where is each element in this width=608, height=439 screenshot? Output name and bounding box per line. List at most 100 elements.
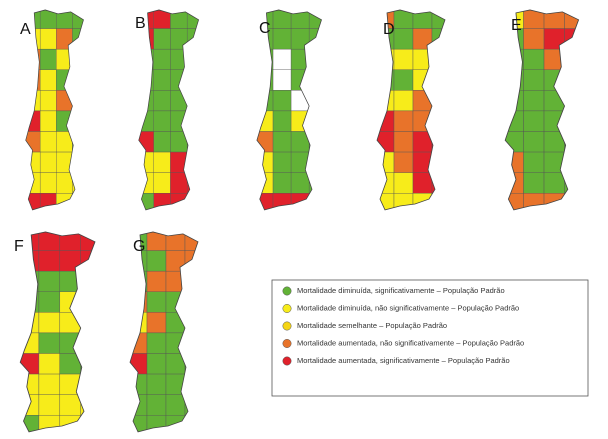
panel-label: E — [511, 17, 522, 34]
map-regions — [138, 9, 199, 210]
region — [543, 28, 565, 50]
region — [20, 394, 40, 416]
region — [523, 28, 545, 50]
region — [72, 131, 84, 153]
region — [184, 312, 198, 334]
region — [308, 193, 322, 210]
region — [377, 110, 395, 132]
region — [153, 69, 171, 91]
region — [38, 250, 61, 272]
region — [165, 353, 186, 375]
region — [308, 151, 322, 173]
region — [256, 172, 274, 194]
region — [431, 151, 445, 173]
panel-label: B — [135, 15, 146, 32]
region — [20, 312, 40, 334]
region — [39, 193, 57, 210]
region — [138, 90, 154, 112]
map — [138, 9, 200, 211]
region — [146, 312, 167, 334]
map-regions — [377, 9, 445, 210]
region — [272, 48, 292, 70]
map — [256, 9, 322, 211]
region — [431, 69, 445, 91]
region — [186, 151, 199, 173]
region — [153, 131, 171, 153]
region — [146, 415, 167, 432]
region — [165, 231, 186, 251]
region — [505, 90, 524, 112]
legend-label: Mortalidade diminuída, significativament… — [297, 286, 505, 295]
region — [153, 172, 171, 194]
region — [130, 394, 148, 416]
region — [38, 332, 61, 354]
region — [272, 90, 292, 112]
region — [184, 270, 198, 292]
region — [38, 373, 61, 395]
map — [376, 9, 446, 211]
region — [59, 231, 81, 251]
region — [25, 90, 41, 112]
region — [290, 172, 310, 194]
region — [72, 110, 84, 132]
region — [564, 151, 579, 173]
region — [130, 332, 148, 354]
map-outline — [376, 9, 446, 211]
region — [20, 415, 40, 432]
region — [393, 193, 414, 210]
region — [39, 48, 57, 70]
map-regions — [20, 231, 96, 432]
region — [523, 48, 545, 70]
region — [130, 312, 148, 334]
region — [377, 90, 395, 112]
region — [256, 90, 274, 112]
panel-label: A — [20, 21, 31, 38]
region — [308, 28, 322, 50]
region — [56, 172, 73, 194]
region — [38, 353, 61, 375]
region — [146, 250, 167, 272]
legend-swatch — [282, 304, 292, 313]
region — [56, 9, 73, 29]
region — [431, 193, 445, 210]
region — [290, 28, 310, 50]
region — [184, 353, 198, 375]
region — [272, 172, 292, 194]
region — [393, 90, 414, 112]
region — [153, 28, 171, 50]
region — [564, 48, 579, 70]
region — [308, 48, 322, 70]
region — [153, 90, 171, 112]
region — [39, 90, 57, 112]
region — [39, 151, 57, 173]
map-outline — [138, 9, 200, 211]
region — [165, 394, 186, 416]
region — [256, 193, 274, 210]
map — [504, 9, 580, 211]
region — [38, 291, 61, 313]
region — [272, 193, 292, 210]
region — [393, 28, 414, 50]
region — [377, 172, 395, 194]
region — [393, 131, 414, 153]
region — [38, 394, 61, 416]
region — [186, 28, 199, 50]
region — [412, 172, 433, 194]
legend-label: Mortalidade aumentada, significativament… — [297, 356, 510, 365]
region — [184, 415, 198, 432]
panel-label: D — [383, 21, 395, 38]
legend-swatch — [282, 321, 292, 331]
region — [186, 110, 199, 132]
region — [256, 110, 274, 132]
legend-label: Mortalidade semelhante – População Padrã… — [297, 321, 447, 330]
region — [393, 48, 414, 70]
region — [170, 28, 188, 50]
region — [186, 48, 199, 70]
region — [138, 110, 154, 132]
region — [308, 131, 322, 153]
region — [20, 332, 40, 354]
region — [290, 9, 310, 29]
region — [56, 28, 73, 50]
region — [38, 312, 61, 334]
